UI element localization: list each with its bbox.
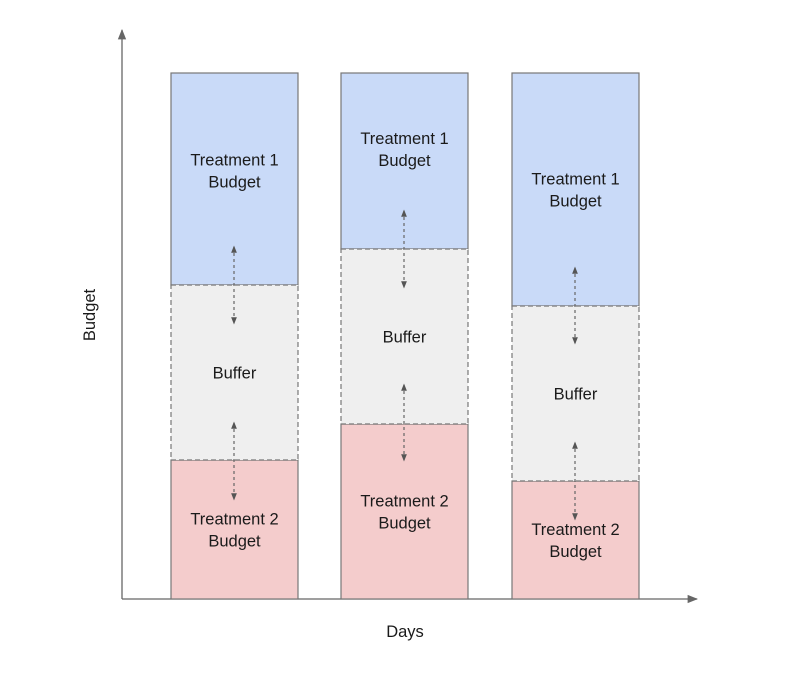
x-axis-label: Days — [386, 623, 424, 641]
budget-column-1: Treatment 1 Budget Buffer Treatment 2 Budget — [170, 72, 299, 600]
treatment2-label: Treatment 2 Budget — [531, 521, 619, 561]
treatment2-label: Treatment 2 Budget — [190, 511, 278, 551]
budget-column-3: Treatment 1 Budget Buffer Treatment 2 Budget — [511, 72, 640, 600]
treatment1-label-line: Budget — [208, 174, 261, 192]
buffer-label-line: Buffer — [213, 365, 257, 383]
treatment1-label: Treatment 1 Budget — [190, 152, 278, 192]
treatment2-budget-segment — [340, 423, 469, 600]
treatment1-label-line: Treatment 1 — [360, 130, 448, 148]
treatment2-label-line: Treatment 2 — [531, 521, 619, 539]
columns-group: Treatment 1 Budget Buffer Treatment 2 Budget… — [170, 72, 640, 600]
treatment2-label-line: Budget — [549, 543, 602, 561]
treatment2-label-line: Treatment 2 — [360, 493, 448, 511]
y-axis-label: Budget — [81, 288, 99, 341]
buffer-label: Buffer — [383, 329, 427, 347]
treatment2-budget-segment — [170, 459, 299, 600]
buffer-label: Buffer — [213, 365, 257, 383]
treatment2-label-line: Budget — [208, 533, 261, 551]
treatment1-label-line: Treatment 1 — [190, 152, 278, 170]
treatment1-label-line: Budget — [378, 152, 431, 170]
treatment1-label-line: Budget — [549, 193, 602, 211]
treatment1-budget-segment — [511, 72, 640, 307]
treatment1-label: Treatment 1 Budget — [531, 171, 619, 211]
budget-column-2: Treatment 1 Budget Buffer Treatment 2 Budget — [340, 72, 469, 600]
treatment1-label-line: Treatment 1 — [531, 171, 619, 189]
treatment2-label: Treatment 2 Budget — [360, 493, 448, 533]
buffer-label-line: Buffer — [554, 386, 598, 404]
treatment2-label-line: Treatment 2 — [190, 511, 278, 529]
treatment2-label-line: Budget — [378, 515, 431, 533]
buffer-label-line: Buffer — [383, 329, 427, 347]
buffer-label: Buffer — [554, 386, 598, 404]
treatment1-label: Treatment 1 Budget — [360, 130, 448, 170]
